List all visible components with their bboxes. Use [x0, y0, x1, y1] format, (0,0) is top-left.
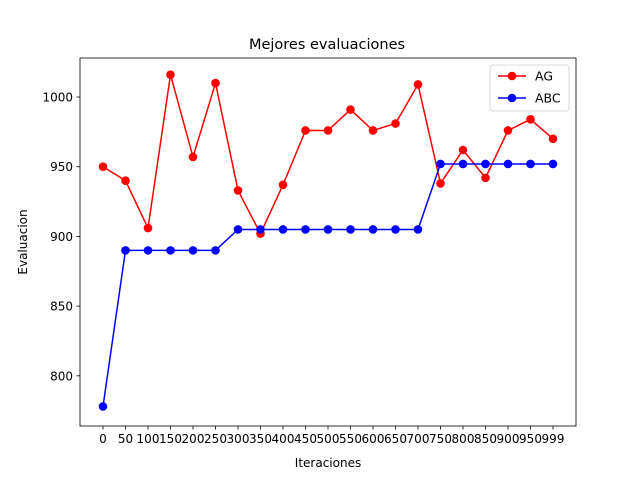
y-tick-label: 1000 — [42, 91, 73, 105]
data-point-abc — [121, 246, 130, 255]
y-axis-label: Evaluacion — [16, 209, 30, 274]
x-tick-label: 800 — [452, 432, 475, 446]
data-point-abc — [458, 159, 468, 169]
data-point-abc — [548, 159, 558, 169]
data-point-ag — [166, 70, 175, 80]
x-tick-label: 700 — [407, 432, 430, 446]
data-point-abc — [323, 225, 333, 234]
data-point-abc — [481, 159, 490, 169]
x-tick-label: 900 — [497, 432, 520, 446]
x-tick-label: 450 — [294, 432, 317, 446]
x-tick-label: 350 — [249, 432, 272, 446]
data-point-abc — [98, 402, 108, 411]
data-point-ag — [98, 162, 108, 172]
series-line-abc — [102, 163, 553, 407]
data-point-ag — [548, 134, 558, 144]
data-point-abc — [278, 225, 288, 234]
x-tick-label: 100 — [137, 432, 160, 446]
legend-marker-abc — [507, 93, 517, 103]
y-tick-label: 800 — [50, 369, 73, 383]
y-tick-label: 950 — [50, 160, 73, 174]
x-tick-label: 550 — [339, 432, 362, 446]
data-point-ag — [458, 145, 468, 155]
data-point-abc — [413, 225, 423, 234]
data-point-ag — [413, 80, 423, 89]
data-point-ag — [143, 223, 153, 233]
y-tick-label: 850 — [50, 300, 73, 314]
legend-marker-ag — [507, 71, 517, 81]
y-axis: 800 850 900 950 1000 — [42, 91, 80, 383]
data-point-abc — [436, 159, 445, 169]
x-tick-label: 999 — [542, 432, 565, 446]
x-tick-label: 650 — [384, 432, 407, 446]
series-line-ag — [102, 74, 554, 236]
x-tick-label: 400 — [272, 432, 295, 446]
chart-title: Mejores evaluaciones — [249, 37, 405, 53]
data-point-ag — [301, 126, 310, 135]
x-tick-label: 950 — [519, 432, 542, 446]
data-point-abc — [166, 246, 175, 255]
data-point-abc — [526, 159, 535, 169]
data-point-ag — [121, 176, 130, 185]
data-point-abc — [233, 225, 243, 234]
plot-lines — [98, 70, 558, 411]
data-point-abc — [256, 225, 265, 234]
data-point-ag — [278, 180, 288, 190]
data-point-abc — [391, 225, 400, 234]
data-point-abc — [301, 225, 310, 234]
data-point-abc — [188, 246, 198, 255]
data-point-abc — [211, 246, 220, 255]
x-tick-label: 850 — [474, 432, 497, 446]
x-tick-label: 150 — [159, 432, 182, 446]
x-tick-label: 200 — [182, 432, 205, 446]
data-point-abc — [143, 246, 153, 255]
data-point-abc — [346, 225, 355, 234]
x-tick-label: 600 — [362, 432, 385, 446]
x-tick-label: 250 — [204, 432, 227, 446]
legend-label-abc: ABC — [535, 91, 561, 106]
data-point-ag — [188, 152, 198, 162]
data-point-ag — [233, 186, 243, 195]
data-point-abc — [503, 159, 513, 169]
data-point-ag — [211, 78, 220, 88]
x-tick-label: 750 — [429, 432, 452, 446]
x-tick-label: 300 — [227, 432, 250, 446]
x-tick-label: 50 — [118, 432, 133, 446]
legend-label-ag: AG — [535, 69, 553, 84]
x-axis: 0 50 100 150 200 250 300 350 400 450 500 550 600 650 7… — [99, 426, 564, 446]
data-point-ag — [368, 126, 378, 135]
data-point-ag — [503, 126, 513, 135]
data-point-ag — [391, 119, 400, 128]
data-point-ag — [436, 179, 445, 188]
y-tick-label: 900 — [50, 230, 73, 244]
data-point-ag — [481, 173, 490, 183]
x-axis-label: Iteraciones — [295, 456, 361, 470]
x-tick-label: 0 — [99, 432, 107, 446]
data-point-ag — [526, 115, 535, 124]
data-point-ag — [323, 126, 333, 135]
data-point-abc — [368, 225, 378, 234]
data-point-ag — [346, 105, 355, 114]
legend: AG ABC — [489, 64, 570, 112]
x-tick-label: 500 — [317, 432, 340, 446]
plot-frame — [79, 57, 577, 427]
